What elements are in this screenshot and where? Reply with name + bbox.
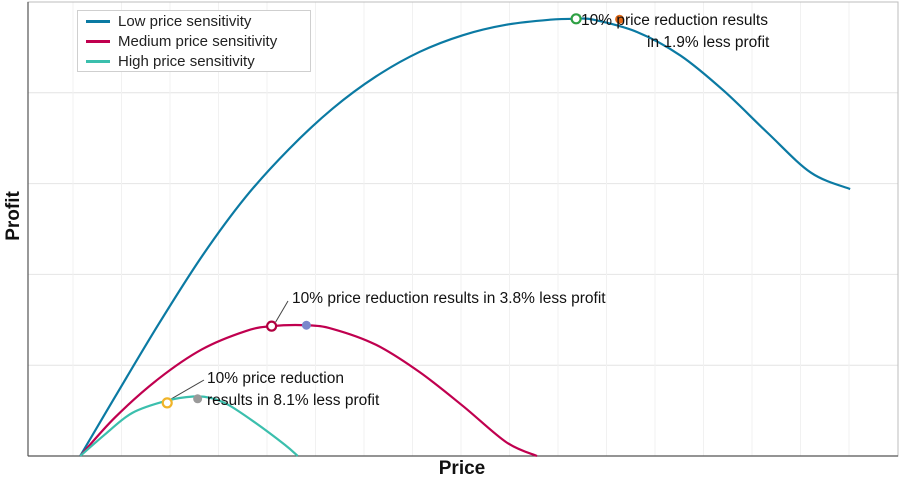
annotation-medium: 10% price reduction results in 3.8% less…: [292, 288, 606, 310]
legend-swatch-low: [86, 19, 110, 23]
legend: Low price sensitivity Medium price sensi…: [77, 10, 311, 72]
annotation-high-line-1: 10% price reduction: [207, 370, 344, 387]
annotation-leaders: [170, 14, 581, 400]
annotation-low-line-1: 10% price reduction results: [581, 12, 768, 29]
optimal-price-point-medium: [266, 320, 278, 332]
legend-item-low: Low price sensitivity: [86, 11, 251, 31]
annotation-high-line-2: results in 8.1% less profit: [207, 392, 380, 409]
legend-label-medium: Medium price sensitivity: [118, 32, 278, 50]
reduced-price-point-low: [615, 14, 625, 24]
legend-label-low: Low price sensitivity: [118, 12, 252, 30]
x-axis-label: Price: [438, 458, 486, 479]
axes: [27, 1, 899, 457]
optimal-price-point-low: [570, 13, 582, 25]
series-line-low: [79, 17, 851, 457]
legend-item-high: High price sensitivity: [86, 51, 255, 71]
legend-swatch-high: [86, 59, 110, 63]
series-lines: [79, 17, 851, 458]
series-markers: [161, 13, 625, 409]
legend-item-medium: Medium price sensitivity: [86, 31, 277, 51]
grid: [28, 2, 898, 456]
reduced-price-point-high: [193, 394, 203, 404]
annotation-low-line-2: in 1.9% less profit: [647, 34, 770, 51]
annotation-medium-line-1: 10% price reduction results in 3.8% less…: [292, 290, 606, 307]
annotation-high: 10% price reduction results in 8.1% less…: [207, 368, 379, 412]
legend-label-high: High price sensitivity: [118, 52, 255, 70]
annotation-leader-medium: [275, 300, 289, 323]
y-axis-label: Profit: [3, 191, 24, 241]
legend-swatch-medium: [86, 39, 110, 43]
annotation-low: 10% price reduction results in 1.9% less…: [581, 10, 769, 54]
reduced-price-point-medium: [301, 320, 311, 330]
optimal-price-point-high: [161, 397, 173, 409]
annotation-leader-high: [170, 379, 205, 400]
series-line-high: [79, 395, 299, 457]
